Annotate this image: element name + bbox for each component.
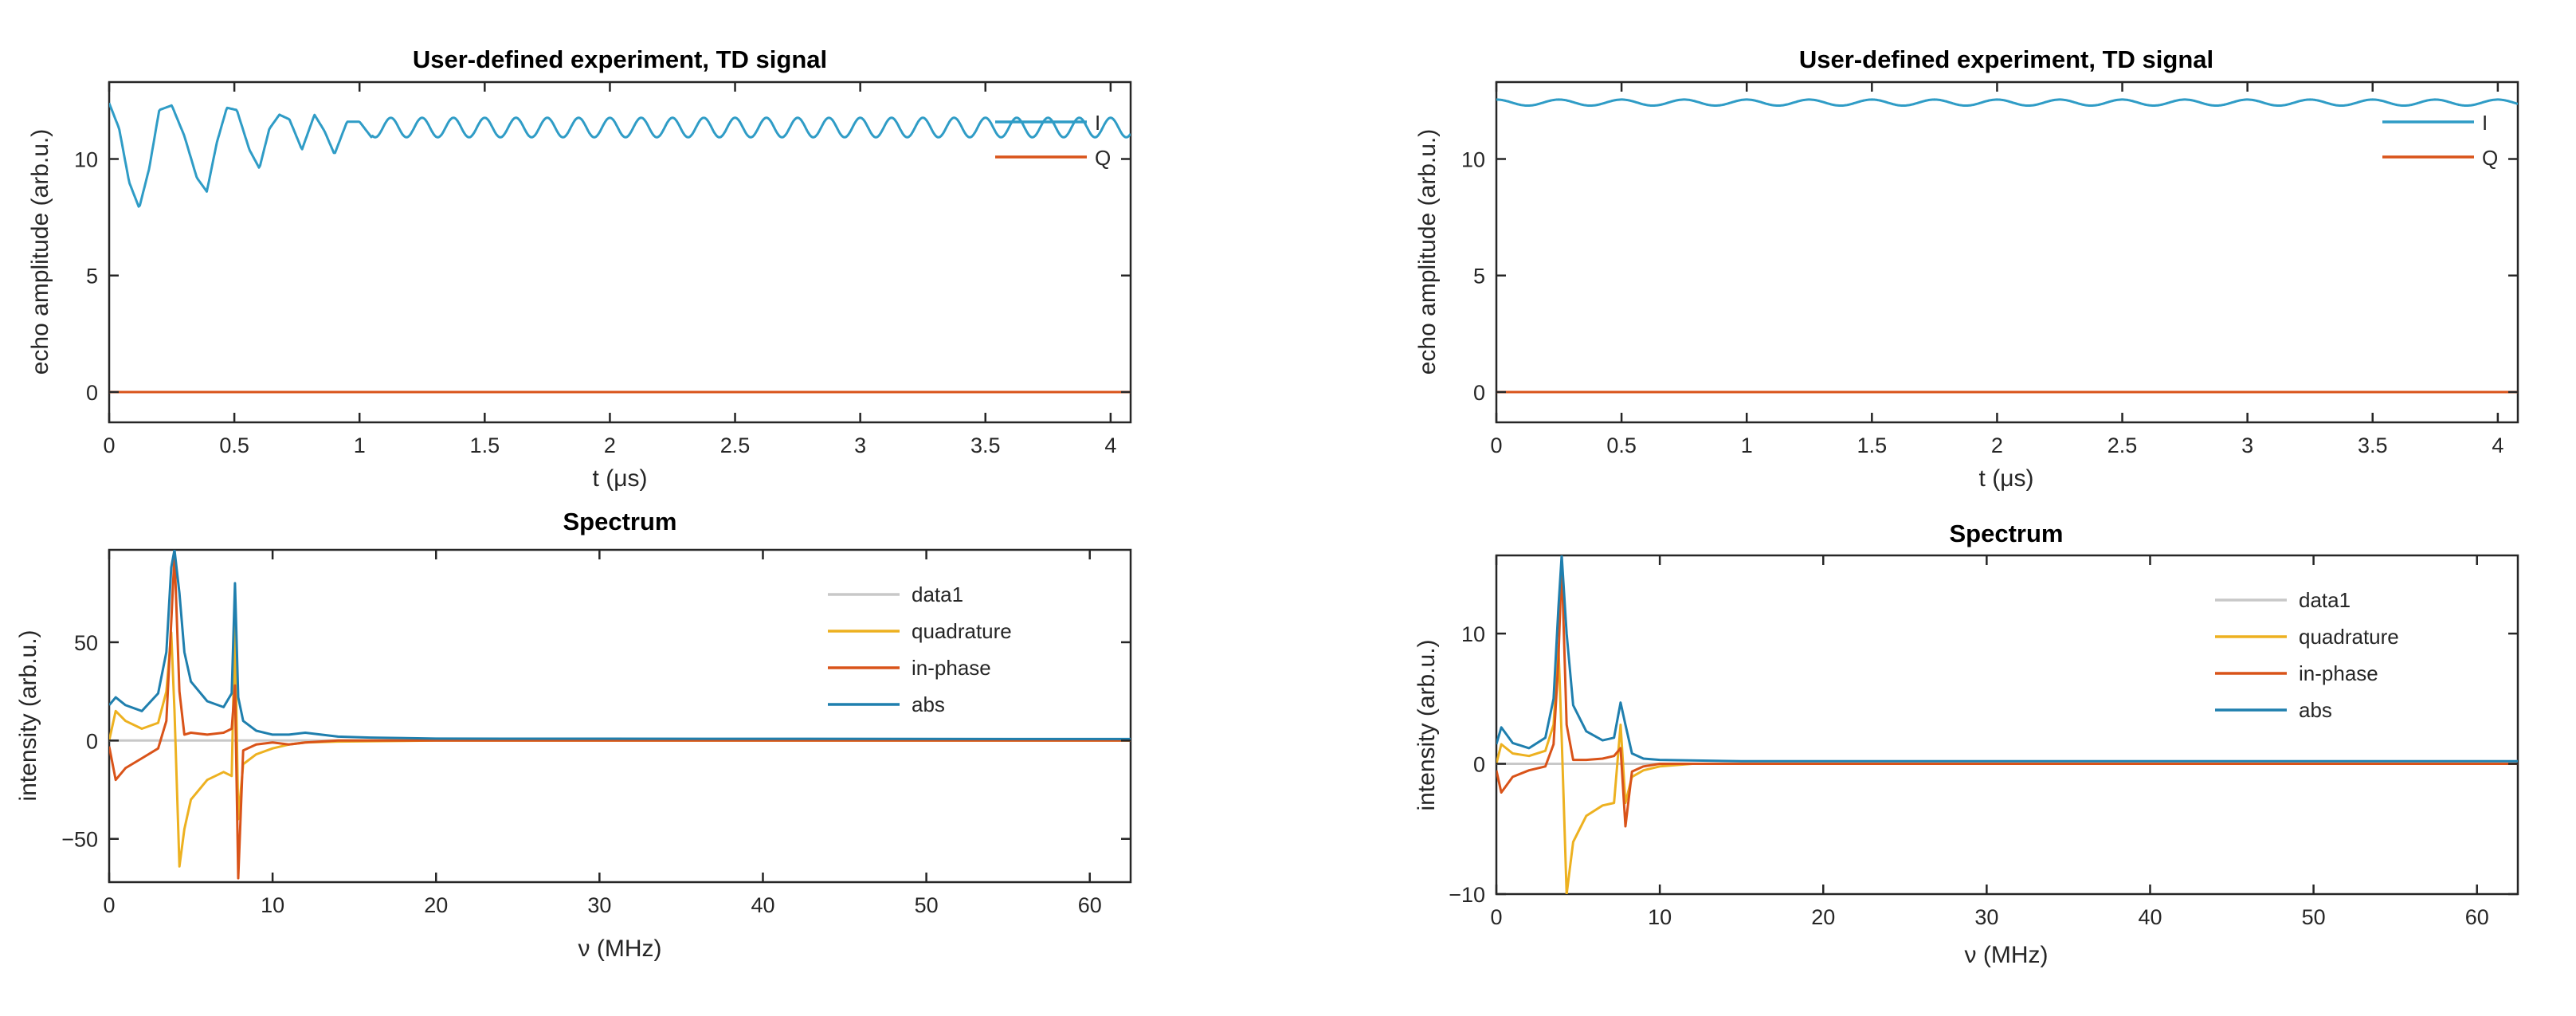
legend-label: data1	[2299, 588, 2351, 612]
x-tick-label: 3.5	[970, 433, 1001, 457]
x-tick-label: 0	[103, 893, 115, 917]
x-tick-label: 20	[424, 893, 448, 917]
chart-title: User-defined experiment, TD signal	[413, 45, 827, 73]
y-tick-label: 50	[74, 631, 98, 655]
y-tick-label: 10	[74, 148, 98, 172]
legend-label: Q	[1095, 146, 1111, 170]
legend: IQ	[995, 111, 1111, 170]
x-tick-label: 2	[604, 433, 616, 457]
x-tick-label: 0	[103, 433, 115, 457]
x-tick-label: 30	[587, 893, 611, 917]
series-in-phase-line	[1496, 560, 2518, 828]
x-axis-label: t (μs)	[593, 465, 648, 492]
x-tick-label: 0.5	[1606, 433, 1637, 457]
x-tick-label: 20	[1811, 905, 1835, 929]
series-I-line	[109, 102, 1131, 208]
series-abs-line	[109, 550, 1131, 740]
series-I-line	[1496, 98, 2518, 107]
x-axis-label: ν (MHz)	[578, 936, 662, 962]
y-tick-label: 0	[86, 381, 98, 405]
legend-label: quadrature	[912, 619, 1012, 643]
x-tick-label: 4	[1104, 433, 1116, 457]
series-lines	[1496, 555, 2518, 894]
x-tick-label: 0	[1490, 433, 1502, 457]
legend: data1 quadrature in-phase abs	[828, 583, 1012, 716]
x-tick-label: 0.5	[219, 433, 249, 457]
legend-label: quadrature	[2299, 625, 2399, 649]
legend-label: in-phase	[912, 656, 991, 680]
legend: data1 quadrature in-phase abs	[2215, 588, 2399, 722]
y-axis-label: intensity (arb.u.)	[1413, 639, 1440, 810]
td-signal-chart-left: User-defined experiment, TD signal 0 0.5 1…	[27, 45, 1132, 492]
y-tick-label: 0	[86, 729, 98, 753]
legend-label: abs	[2299, 698, 2332, 722]
y-tick-label: 5	[86, 265, 98, 288]
axis-ticks: 0 0.5 1 1.5 2 2.5 3 3.5 4 0 5 10	[74, 82, 1131, 457]
series-lines	[109, 102, 1131, 394]
plot-area	[1495, 80, 2519, 424]
x-tick-label: 60	[2465, 905, 2489, 929]
y-axis-label: echo amplitude (arb.u.)	[27, 129, 53, 375]
x-tick-label: 1.5	[1857, 433, 1888, 457]
x-tick-label: 1	[354, 433, 366, 457]
series-abs-line	[1496, 555, 2518, 763]
spectrum-chart-left: Spectrum 0 10 20 30 40 50 60 −50 0 50 ν (MHz) int…	[15, 508, 1132, 962]
axis-ticks: 0 10 20 30 40 50 60 −50 0 50	[61, 550, 1131, 917]
legend-label: I	[1095, 111, 1100, 135]
y-tick-label: −50	[61, 828, 98, 852]
x-tick-label: 1	[1741, 433, 1753, 457]
series-quadrature-line	[1496, 645, 2518, 894]
y-tick-label: 5	[1473, 265, 1485, 288]
plot-area	[108, 548, 1132, 884]
y-tick-label: 10	[1461, 148, 1485, 172]
chart-title: User-defined experiment, TD signal	[1799, 45, 2213, 73]
x-tick-label: 40	[2138, 905, 2162, 929]
y-tick-label: −10	[1449, 883, 1485, 907]
legend-label: Q	[2482, 146, 2498, 170]
x-tick-label: 10	[261, 893, 284, 917]
x-tick-label: 2	[1991, 433, 2003, 457]
series-lines	[109, 550, 1131, 880]
x-tick-label: 50	[915, 893, 939, 917]
series-lines	[1496, 98, 2518, 394]
y-tick-label: 10	[1461, 622, 1485, 646]
y-axis-label: intensity (arb.u.)	[15, 630, 41, 801]
legend: IQ	[2382, 111, 2498, 170]
plot-area	[1495, 554, 2519, 896]
td-signal-chart-right: User-defined experiment, TD signal 0 0.5 1…	[1414, 45, 2519, 492]
legend-label: I	[2482, 111, 2488, 135]
x-tick-label: 60	[1078, 893, 1102, 917]
x-axis-label: ν (MHz)	[1965, 942, 2049, 968]
x-tick-label: 2.5	[720, 433, 751, 457]
x-tick-label: 4	[2492, 433, 2503, 457]
chart-title: Spectrum	[1950, 520, 2064, 547]
x-tick-label: 3	[2241, 433, 2253, 457]
plot-area	[108, 80, 1132, 424]
axis-ticks: 0 0.5 1 1.5 2 2.5 3 3.5 4 0 5 10	[1461, 82, 2518, 457]
chart-title: Spectrum	[563, 508, 677, 535]
x-tick-label: 3.5	[2358, 433, 2388, 457]
x-axis-label: t (μs)	[1979, 465, 2034, 492]
legend-label: data1	[912, 583, 963, 606]
legend-label: abs	[912, 692, 945, 716]
x-tick-label: 50	[2302, 905, 2326, 929]
x-tick-label: 1.5	[470, 433, 500, 457]
x-tick-label: 10	[1648, 905, 1672, 929]
series-in-phase-line	[109, 552, 1131, 880]
y-axis-label: echo amplitude (arb.u.)	[1414, 129, 1441, 375]
x-tick-label: 3	[854, 433, 866, 457]
y-tick-label: 0	[1473, 381, 1485, 405]
legend-label: in-phase	[2299, 661, 2378, 685]
x-tick-label: 0	[1490, 905, 1502, 929]
x-tick-label: 40	[751, 893, 774, 917]
x-tick-label: 30	[1974, 905, 1998, 929]
y-tick-label: 0	[1473, 753, 1485, 777]
x-tick-label: 2.5	[2107, 433, 2138, 457]
